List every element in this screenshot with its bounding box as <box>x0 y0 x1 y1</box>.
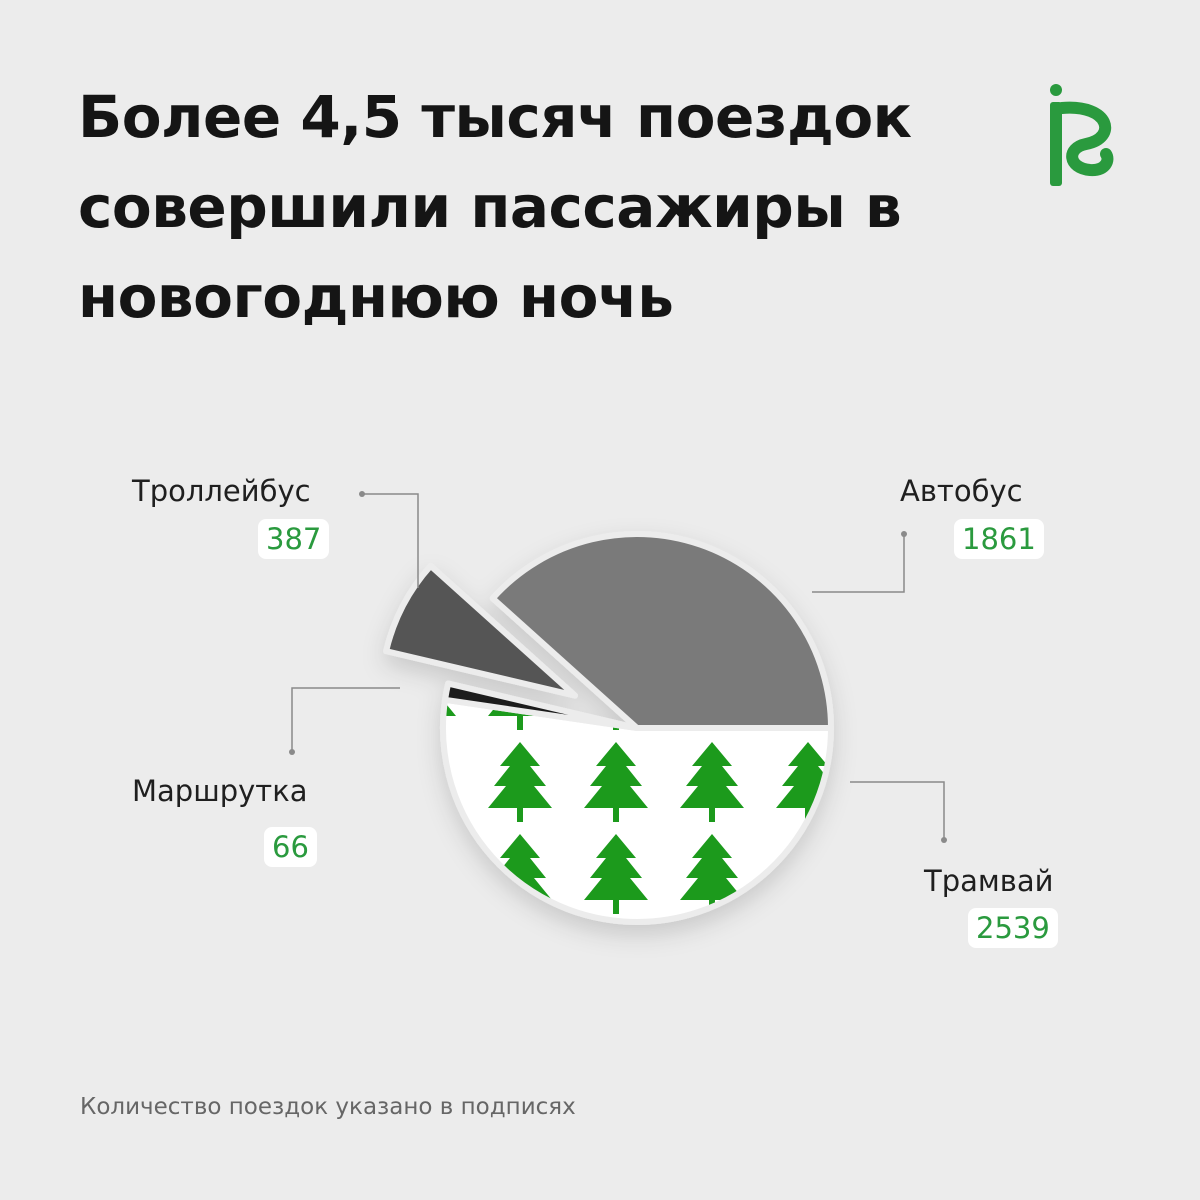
pie-slice-trolleybus <box>383 562 578 699</box>
pie-slice-tram <box>440 696 834 925</box>
logo-icon <box>1050 84 1114 186</box>
value-minibus: 66 <box>264 827 317 867</box>
pie-slice-bus <box>489 531 834 731</box>
value-trolleybus: 387 <box>258 519 330 559</box>
pie-slice-minibus <box>442 680 640 731</box>
value-tram: 2539 <box>968 908 1058 948</box>
title-line: Более 4,5 тысяч поездок <box>78 83 912 151</box>
footnote: Количество поездок указано в подписях <box>80 1094 576 1120</box>
leader-line-minibus <box>291 687 400 752</box>
value-bus: 1861 <box>954 519 1044 559</box>
page-title: Более 4,5 тысяч поездок совершили пассаж… <box>78 72 978 342</box>
label-minibus: Маршрутка <box>132 774 308 808</box>
title-line: новогоднюю ночь <box>78 263 674 331</box>
label-trolleybus: Троллейбус <box>132 474 311 508</box>
title-line: совершили пассажиры в <box>78 173 902 241</box>
leader-line-bus <box>812 534 905 593</box>
label-tram: Трамвай <box>924 864 1054 898</box>
label-bus: Автобус <box>900 474 1023 508</box>
leader-line-trolleybus <box>362 493 419 588</box>
leader-line-tram <box>850 781 945 840</box>
